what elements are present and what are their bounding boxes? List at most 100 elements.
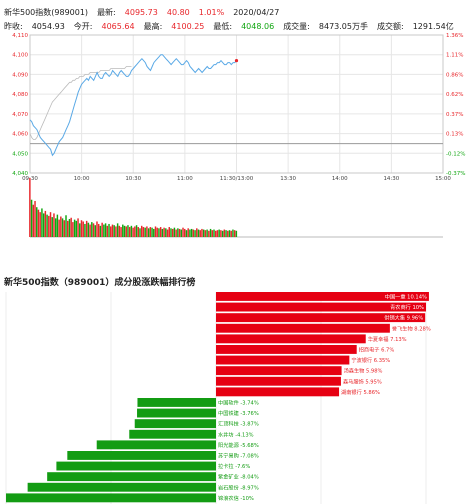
- y-tick-right: -0.12%: [446, 151, 465, 157]
- volume-bar: [228, 230, 231, 237]
- rank-bar: [137, 398, 216, 407]
- volume-bar: [161, 228, 164, 237]
- constituent-ranking-bar-chart: 中国一重 10.14% 青农商行 10% 供销大集 9.96% 誉飞生物 8.28% 华…: [5, 292, 431, 504]
- rank-bar: [47, 472, 216, 482]
- volume-bar: [235, 230, 238, 237]
- amount-label: 成交额:: [376, 22, 404, 31]
- quote-header-row-1: 新华500指数(989001) 最新: 4095.73 40.80 1.01% 2020/…: [4, 7, 288, 18]
- volume-bar: [79, 223, 81, 237]
- x-tick-label: 11:30/13:00: [220, 176, 254, 182]
- open-label: 今开:: [73, 22, 93, 31]
- volume-bar: [159, 227, 162, 237]
- rank-bar-label: 拉卡拉 -7.6%: [218, 462, 250, 470]
- rank-bar-label: 中国一重 10.14%: [385, 292, 427, 300]
- volume-bar: [214, 230, 217, 237]
- rank-bar: [216, 302, 426, 312]
- volume-bar: [63, 220, 66, 237]
- rank-bar-label: 紫金矿业 -8.04%: [218, 473, 259, 481]
- volume-bar: [227, 230, 229, 237]
- volume-bar: [70, 217, 72, 237]
- volume-bar: [103, 224, 105, 237]
- volume-bar: [34, 200, 36, 237]
- latest-price: 4095.73: [124, 8, 158, 17]
- rank-bar-label: 华夏幸福 7.13%: [368, 335, 407, 343]
- rank-bar: [129, 429, 216, 439]
- volume-bar: [192, 229, 195, 237]
- rank-bar-label: 水井坊 -4.13%: [218, 430, 254, 438]
- volume-bar: [32, 204, 35, 237]
- rank-bar: [134, 419, 216, 429]
- volume-bar: [49, 212, 52, 237]
- rank-bar-label: 苏宁易购 -7.08%: [218, 451, 259, 459]
- rank-bar-label: 宁波银行 6.35%: [351, 356, 390, 364]
- volume-bar: [233, 230, 236, 237]
- volume-bar: [173, 227, 176, 237]
- volume-bar: [154, 226, 157, 237]
- high-value: 4100.25: [171, 22, 205, 31]
- rank-bar-label: 供销大集 9.96%: [384, 314, 423, 322]
- x-tick-label: 10:30: [125, 176, 141, 182]
- volume-bar: [89, 224, 91, 237]
- volume-bar: [61, 218, 64, 237]
- volume-bar: [166, 229, 169, 237]
- rank-bar: [27, 482, 216, 492]
- y-tick-left: 4,110: [12, 33, 28, 39]
- volume-bar: [151, 227, 153, 237]
- volume-bar: [184, 228, 186, 237]
- volume-bar: [65, 215, 67, 237]
- rank-bar: [96, 440, 216, 450]
- latest-price-marker: [234, 59, 239, 63]
- volume-bar: [209, 228, 212, 237]
- rank-bar-label: 青农商行 10%: [390, 303, 424, 311]
- y-tick-left: 4,090: [12, 72, 28, 78]
- y-tick-right: -0.37%: [446, 171, 465, 177]
- volume-bar: [211, 230, 214, 237]
- volume-bar: [144, 227, 146, 237]
- volume-bar: [46, 214, 48, 237]
- volume-bar: [204, 230, 207, 237]
- latest-label: 最新:: [97, 8, 116, 17]
- y-tick-right: 0.37%: [446, 112, 463, 118]
- y-tick-left: 4,060: [12, 132, 28, 138]
- volume-bar: [113, 225, 115, 237]
- quote-header-row-2: 昨收: 4054.93 今开: 4065.64 最高: 4100.25 最低: 4048.06…: [4, 21, 463, 32]
- volume-bar: [202, 229, 205, 237]
- volume-bar: [97, 223, 100, 237]
- y-tick-right: 0.62%: [446, 92, 463, 98]
- rank-bar-label: 锦浪农信 -10%: [218, 494, 254, 502]
- x-tick-label: 11:00: [177, 176, 193, 182]
- volume-bar: [101, 222, 103, 237]
- volume-bar: [225, 230, 227, 237]
- rank-bar-label: 森马服饰 5.95%: [343, 377, 382, 385]
- low-value: 4048.06: [241, 22, 275, 31]
- volume-bar: [82, 221, 84, 237]
- volume-bar: [106, 225, 109, 237]
- volume-bar: [134, 226, 136, 237]
- volume-bar: [48, 215, 50, 237]
- y-tick-right: 1.11%: [446, 53, 463, 59]
- rank-bar-label: 中国软件 -3.74%: [218, 398, 259, 406]
- rank-bar: [6, 493, 216, 503]
- volume-bar: [165, 228, 167, 237]
- volume-bar: [130, 225, 133, 237]
- volume-bar: [206, 229, 208, 237]
- rank-bar: [216, 313, 426, 323]
- rank-bar-label: 阳光能源 -5.68%: [218, 441, 259, 449]
- amount-value: 1291.54亿: [412, 22, 454, 31]
- volume-bar: [53, 213, 55, 237]
- volume-bar: [115, 226, 117, 237]
- volume-bar: [142, 227, 145, 237]
- rank-bar: [216, 323, 390, 333]
- volume-bar: [168, 227, 170, 237]
- volume-bar: [216, 230, 219, 237]
- volume-bar: [80, 220, 83, 237]
- volume-bar: [72, 222, 74, 237]
- average-price-line: [29, 66, 132, 140]
- volume-bar: [44, 210, 47, 237]
- volume-bar: [146, 226, 148, 237]
- rank-bar-label: 岩石股份 -8.97%: [218, 483, 259, 491]
- volume-bar: [77, 218, 79, 237]
- prev-close-value: 4054.93: [31, 22, 65, 31]
- volume-bar: [56, 214, 59, 237]
- volume-bar: [37, 209, 40, 237]
